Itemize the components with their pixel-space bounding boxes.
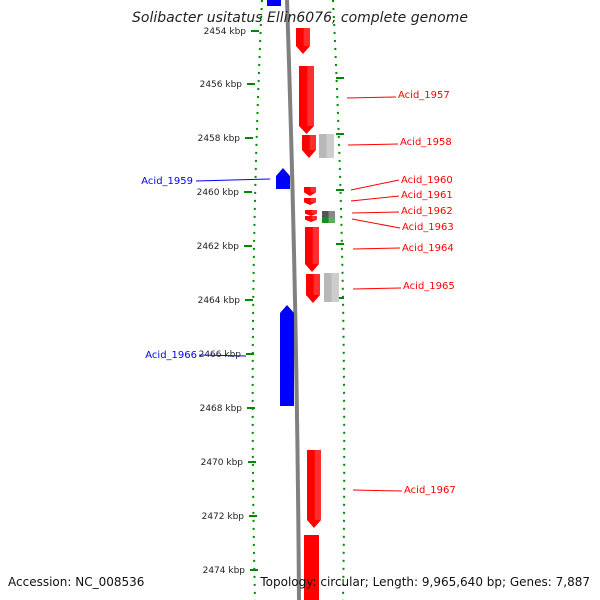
tick-label: 2464 kbp <box>198 296 241 306</box>
leader-line <box>350 179 400 191</box>
feature-shading <box>311 216 317 220</box>
gene-label[interactable]: Acid_1964 <box>402 243 454 254</box>
gene-label[interactable]: Acid_1966 <box>145 350 197 361</box>
gene-arrow-acid-1962[interactable] <box>305 210 317 216</box>
leader-line <box>347 143 399 146</box>
gray-feature-1965[interactable] <box>324 273 339 302</box>
gene-label[interactable]: Acid_1958 <box>400 137 452 148</box>
feature-shading <box>313 274 320 295</box>
leader-line <box>352 287 402 290</box>
gene-label[interactable]: Acid_1965 <box>403 281 455 292</box>
tick-label: 2472 kbp <box>202 512 245 522</box>
gene-arrow-acid-1957[interactable] <box>299 66 314 134</box>
feature-shading <box>307 66 314 126</box>
feature-shading <box>328 217 335 223</box>
gene-arrow-acid-1958[interactable] <box>302 135 316 158</box>
gene-label[interactable]: Acid_1967 <box>404 485 456 496</box>
feature-shading <box>314 450 321 520</box>
leader-line <box>351 211 400 214</box>
gene-label[interactable]: Acid_1962 <box>401 206 453 217</box>
gene-label[interactable]: Acid_1961 <box>401 190 453 201</box>
tick-label: 2474 kbp <box>203 566 246 576</box>
tick-label: 2460 kbp <box>197 188 240 198</box>
gray-feature-1958[interactable] <box>319 134 334 158</box>
gene-label[interactable]: Acid_1957 <box>398 90 450 101</box>
gene-arrow-acid-1960[interactable] <box>304 187 316 196</box>
tick-label: 2468 kbp <box>200 404 243 414</box>
leader-line <box>352 489 403 492</box>
dark-feature-1962[interactable] <box>322 211 335 217</box>
leader-line <box>346 96 397 99</box>
leader-line <box>351 218 401 229</box>
gene-label[interactable]: Acid_1960 <box>401 175 453 186</box>
left-dotted-rail <box>251 0 263 600</box>
map-title: Solibacter usitatus Ellin6076, complete … <box>132 10 468 26</box>
leader-line <box>195 178 271 182</box>
leader-line <box>198 354 247 357</box>
gene-label[interactable]: Acid_1963 <box>402 222 454 233</box>
tick-label: 2462 kbp <box>197 242 240 252</box>
gene-arrow-acid-1965[interactable] <box>306 274 320 303</box>
feature-shading <box>309 135 316 150</box>
tick-label: 2454 kbp <box>204 27 247 37</box>
feature-shading <box>312 227 319 264</box>
leader-line <box>350 195 400 202</box>
leader-line <box>352 247 401 250</box>
feature-shading <box>310 198 316 203</box>
gene-arrow-acid-1959[interactable] <box>276 168 290 189</box>
feature-shading <box>303 28 310 46</box>
gene-arrow-next[interactable] <box>304 535 319 600</box>
tick-label: 2456 kbp <box>200 80 243 90</box>
accession-text: Accession: NC_008536 <box>8 575 144 589</box>
gene-arrow-prev[interactable] <box>296 28 310 54</box>
tick-label: 2470 kbp <box>201 458 244 468</box>
feature-shading <box>311 210 317 214</box>
feature-shading <box>310 187 316 193</box>
partial-reverse-feature[interactable] <box>267 0 281 6</box>
gene-arrow-acid-1961[interactable] <box>304 198 316 205</box>
gene-label[interactable]: Acid_1959 <box>141 176 193 187</box>
topology-text: Topology: circular; Length: 9,965,640 bp… <box>259 575 590 589</box>
green-feature-1963[interactable] <box>322 217 335 223</box>
feature-shading <box>326 134 334 158</box>
feature-shading <box>331 273 339 302</box>
gene-arrow-acid-1963[interactable] <box>305 216 317 222</box>
gene-arrow-acid-1967[interactable] <box>307 450 321 528</box>
genome-backbone <box>285 0 301 600</box>
gene-arrow-acid-1966[interactable] <box>280 305 294 406</box>
feature-shading <box>328 211 335 217</box>
gene-arrow-acid-1964[interactable] <box>305 227 319 272</box>
tick-label: 2458 kbp <box>198 134 241 144</box>
